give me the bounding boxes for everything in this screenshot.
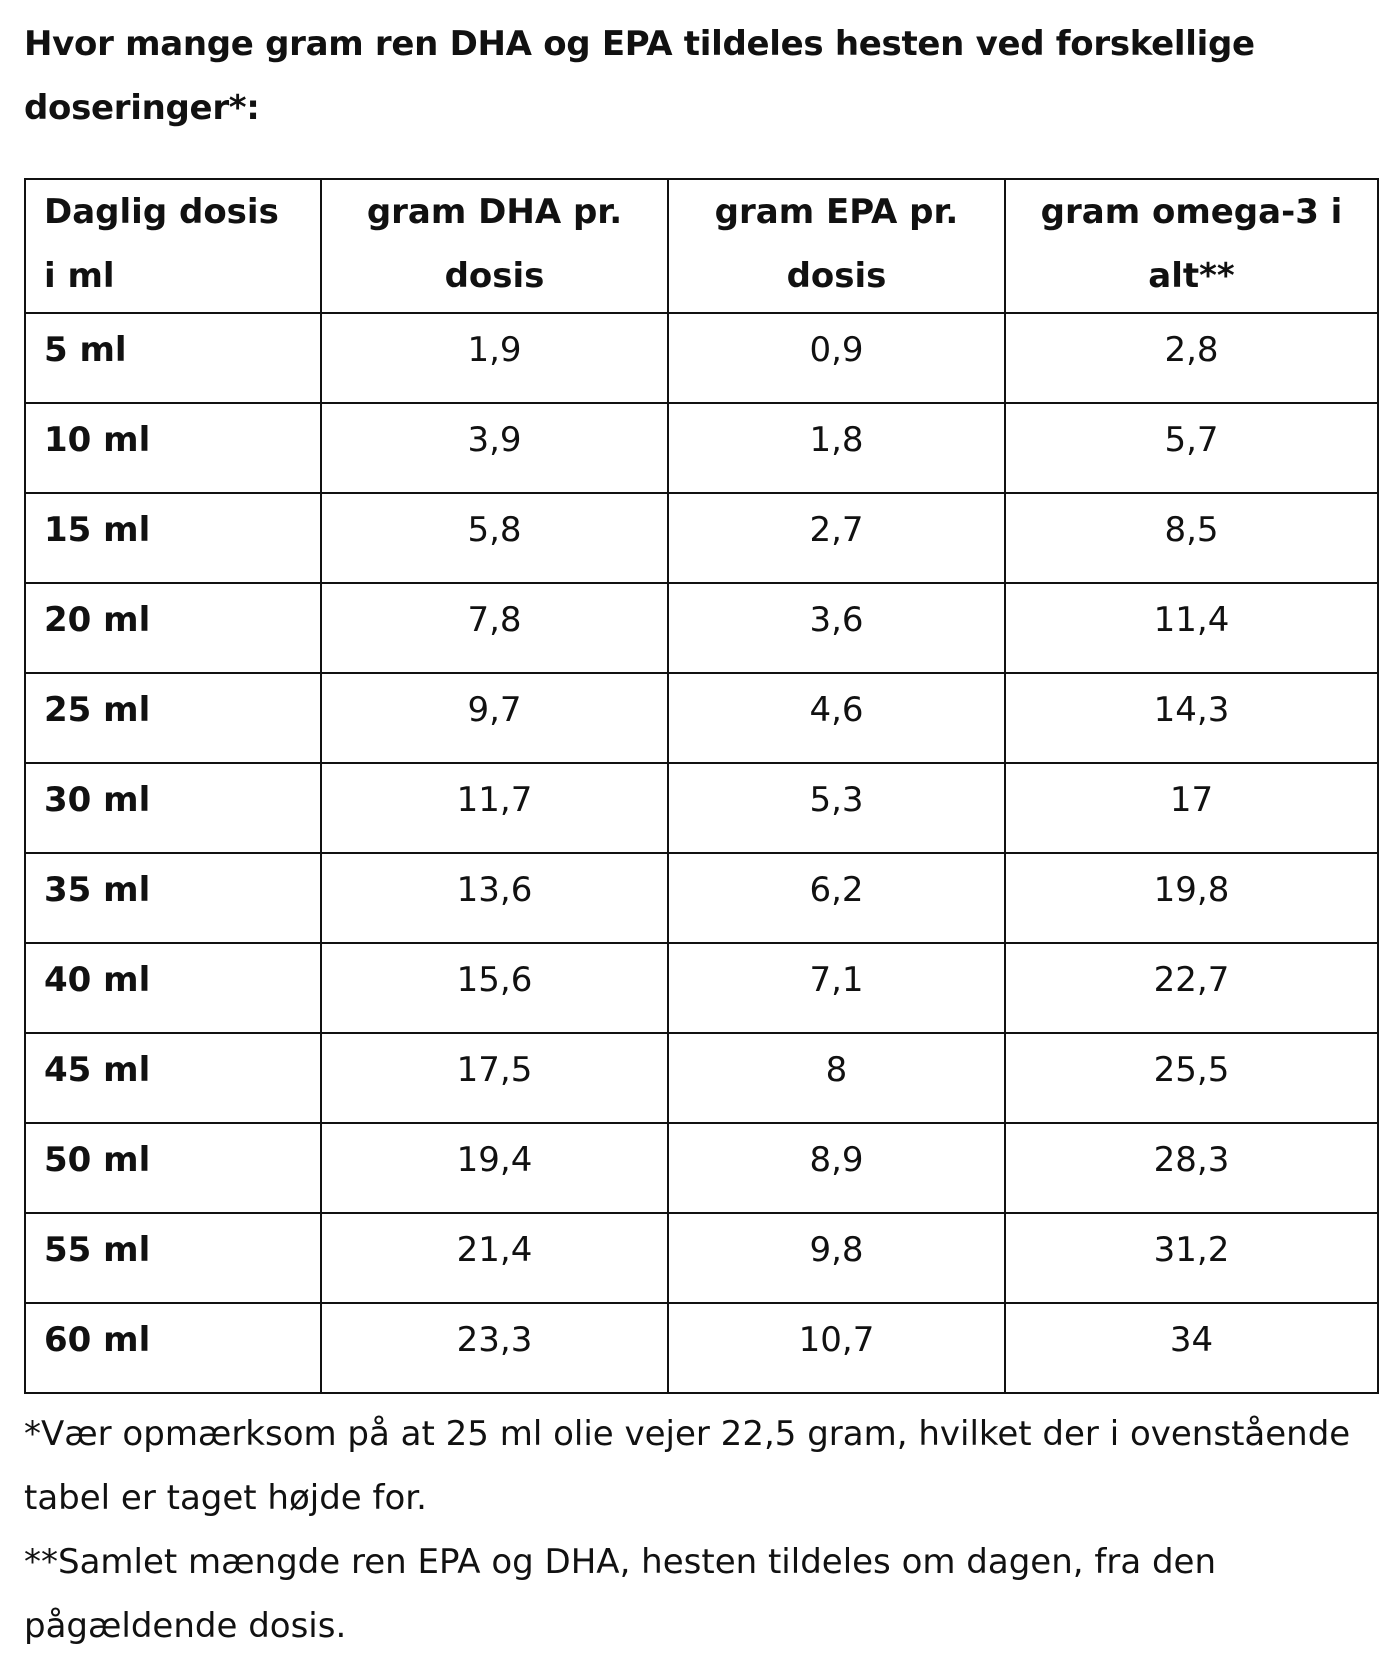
omega3-cell: 14,3 [1004,672,1379,764]
omega3-cell: 25,5 [1004,1032,1379,1124]
dose-cell: 25 ml [24,672,322,764]
epa-cell: 8,9 [667,1122,1006,1214]
dha-cell: 9,7 [320,672,669,764]
dha-cell: 19,4 [320,1122,669,1214]
dose-cell: 20 ml [24,582,322,674]
dha-cell: 17,5 [320,1032,669,1124]
table-row: 50 ml 19,4 8,9 28,3 [24,1122,1379,1214]
epa-cell: 4,6 [667,672,1006,764]
table-row: 35 ml 13,6 6,2 19,8 [24,852,1379,944]
omega3-cell: 5,7 [1004,402,1379,494]
omega3-cell: 31,2 [1004,1212,1379,1304]
dose-cell: 10 ml [24,402,322,494]
dha-cell: 7,8 [320,582,669,674]
column-header-epa: gram EPA pr. dosis [667,178,1006,314]
dose-cell: 50 ml [24,1122,322,1214]
epa-cell: 7,1 [667,942,1006,1034]
table-row: 40 ml 15,6 7,1 22,7 [24,942,1379,1034]
epa-cell: 6,2 [667,852,1006,944]
table-row: 25 ml 9,7 4,6 14,3 [24,672,1379,764]
omega3-cell: 28,3 [1004,1122,1379,1214]
dha-cell: 5,8 [320,492,669,584]
table-row: 45 ml 17,5 8 25,5 [24,1032,1379,1124]
dha-cell: 3,9 [320,402,669,494]
epa-cell: 10,7 [667,1302,1006,1394]
dose-cell: 30 ml [24,762,322,854]
column-header-daily-dose: Daglig dosis i ml [24,178,322,314]
table-row: 55 ml 21,4 9,8 31,2 [24,1212,1379,1304]
footnotes: *Vær opmærksom på at 25 ml olie vejer 22… [24,1402,1384,1658]
column-header-dha: gram DHA pr. dosis [320,178,669,314]
footnote-weight: *Vær opmærksom på at 25 ml olie vejer 22… [24,1414,1351,1518]
dose-cell: 15 ml [24,492,322,584]
epa-cell: 2,7 [667,492,1006,584]
omega3-cell: 2,8 [1004,312,1379,404]
dha-cell: 1,9 [320,312,669,404]
table-row: 5 ml 1,9 0,9 2,8 [24,312,1379,404]
epa-cell: 5,3 [667,762,1006,854]
table-heading: Hvor mange gram ren DHA og EPA tildeles … [24,24,1255,128]
omega3-cell: 17 [1004,762,1379,854]
dha-cell: 15,6 [320,942,669,1034]
omega3-cell: 19,8 [1004,852,1379,944]
article-content: Hvor mange gram ren DHA og EPA tildeles … [24,0,1379,1646]
table-row: 60 ml 23,3 10,7 34 [24,1302,1379,1394]
epa-cell: 9,8 [667,1212,1006,1304]
epa-cell: 3,6 [667,582,1006,674]
dose-cell: 45 ml [24,1032,322,1124]
dose-cell: 55 ml [24,1212,322,1304]
omega3-cell: 8,5 [1004,492,1379,584]
dha-cell: 21,4 [320,1212,669,1304]
dha-cell: 13,6 [320,852,669,944]
omega3-cell: 22,7 [1004,942,1379,1034]
dose-cell: 60 ml [24,1302,322,1394]
column-header-omega3-total: gram omega-3 i alt** [1004,178,1379,314]
epa-cell: 0,9 [667,312,1006,404]
omega3-cell: 11,4 [1004,582,1379,674]
epa-cell: 8 [667,1032,1006,1124]
table-row: 20 ml 7,8 3,6 11,4 [24,582,1379,674]
table-row: 10 ml 3,9 1,8 5,7 [24,402,1379,494]
dosage-table: Daglig dosis i ml gram DHA pr. dosis gra… [24,178,1379,1394]
epa-cell: 1,8 [667,402,1006,494]
table-row: 15 ml 5,8 2,7 8,5 [24,492,1379,584]
dose-cell: 5 ml [24,312,322,404]
dha-cell: 11,7 [320,762,669,854]
table-header-row: Daglig dosis i ml gram DHA pr. dosis gra… [24,178,1379,314]
dose-cell: 35 ml [24,852,322,944]
table-row: 30 ml 11,7 5,3 17 [24,762,1379,854]
dha-cell: 23,3 [320,1302,669,1394]
omega3-cell: 34 [1004,1302,1379,1394]
dose-cell: 40 ml [24,942,322,1034]
footnote-total: **Samlet mængde ren EPA og DHA, hesten t… [24,1542,1217,1646]
